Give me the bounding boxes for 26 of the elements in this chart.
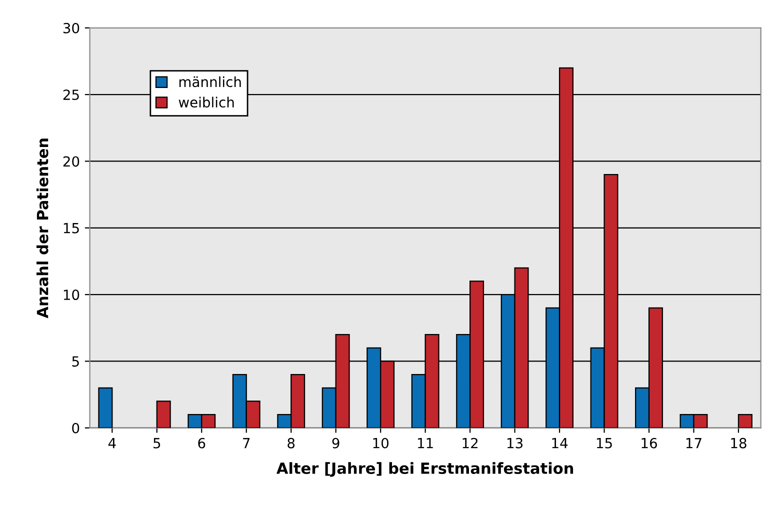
legend-label: männlich: [179, 76, 241, 88]
x-axis-title: Alter [Jahre] bei Erstmanifestation: [276, 462, 574, 477]
y-tick-label: 25: [63, 90, 79, 100]
y-tick-label: 10: [64, 290, 80, 300]
legend-label: weiblich: [178, 96, 234, 108]
x-tick-label: 6: [198, 438, 206, 448]
y-tick-label: 30: [63, 22, 80, 34]
x-tick-label: 18: [731, 438, 746, 448]
x-tick-label: 8: [288, 438, 295, 448]
x-tick-label: 12: [462, 438, 478, 448]
x-tick-label: 10: [373, 438, 388, 448]
x-tick-label: 5: [154, 438, 160, 448]
x-tick-label: 4: [108, 438, 116, 448]
x-tick-label: 15: [596, 438, 612, 448]
x-tick-label: 17: [686, 438, 702, 448]
y-tick-label: 20: [63, 156, 80, 167]
y-tick-label: 5: [72, 356, 79, 367]
x-tick-label: 9: [332, 438, 340, 448]
x-tick-label: 16: [642, 438, 657, 448]
x-tick-label: 13: [507, 438, 523, 448]
x-tick-label: 11: [418, 438, 433, 448]
y-tick-label: 15: [64, 223, 79, 234]
y-tick-label: 0: [72, 422, 80, 434]
x-tick-label: 7: [243, 438, 250, 448]
y-axis-title: Anzahl der Patienten: [36, 138, 48, 318]
x-tick-label: 14: [552, 438, 568, 448]
